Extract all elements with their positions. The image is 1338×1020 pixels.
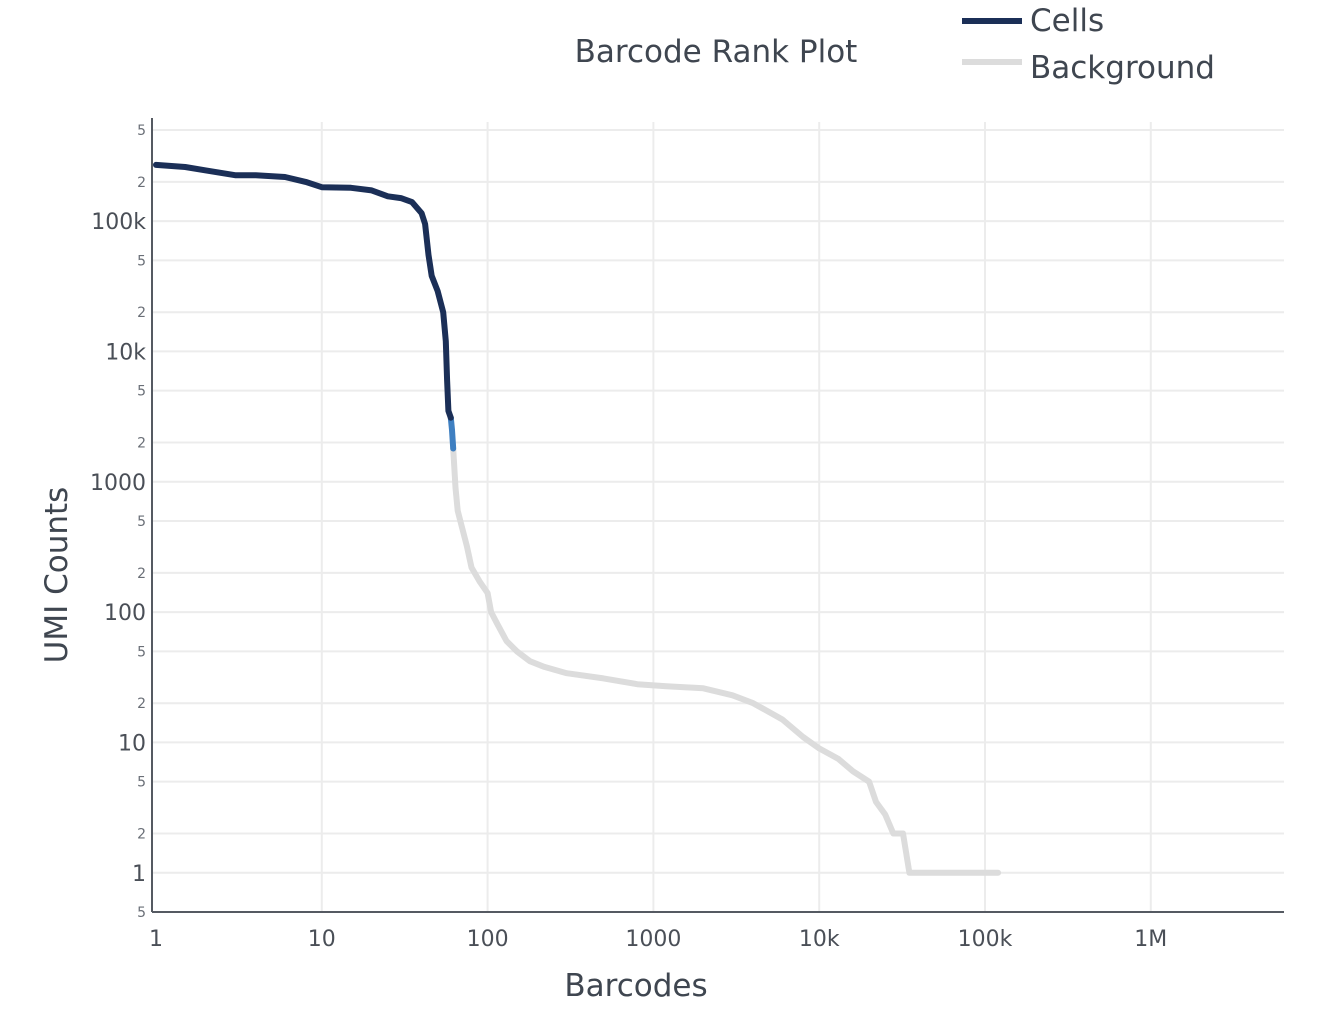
grid-lines (152, 122, 1284, 912)
y-minor-tick-label: 2 (137, 175, 146, 191)
y-minor-tick-label: 5 (137, 514, 146, 530)
y-minor-tick-label: 2 (137, 696, 146, 712)
y-minor-tick-label: 5 (137, 905, 146, 921)
chart-title: Barcode Rank Plot (575, 34, 858, 70)
x-tick-label: 10 (308, 927, 336, 952)
legend-label-background: Background (1030, 50, 1215, 86)
y-tick-label: 10 (118, 731, 146, 756)
y-minor-tick-label: 5 (137, 384, 146, 400)
x-tick-label: 1M (1134, 927, 1167, 952)
series-line-cells (153, 161, 454, 421)
series-layer (153, 161, 1002, 876)
series-line-background (450, 445, 1002, 876)
legend-label-cells: Cells (1030, 3, 1104, 39)
y-minor-tick-label: 2 (137, 566, 146, 582)
y-minor-tick-label: 2 (137, 436, 146, 452)
x-tick-label: 10k (799, 927, 840, 952)
x-tick-label: 100k (958, 927, 1013, 952)
y-minor-tick-label: 5 (137, 644, 146, 660)
y-tick-labels: 1 10 100 1000 10k 100k 5 2 5 2 5 2 5 2 5 2 5 2 5 (90, 123, 146, 921)
y-tick-label: 10k (105, 340, 146, 365)
x-tick-labels: 1 10 100 1000 10k 100k 1M (149, 927, 1167, 952)
legend: Cells Background (962, 3, 1215, 86)
x-axis-title: Barcodes (564, 968, 707, 1004)
y-minor-tick-label: 5 (137, 253, 146, 269)
y-tick-label: 1000 (90, 471, 146, 496)
y-minor-tick-label: 2 (137, 305, 146, 321)
y-tick-label: 100k (91, 210, 146, 235)
x-tick-label: 1 (149, 927, 163, 952)
y-tick-label: 1 (132, 862, 146, 887)
y-minor-tick-label: 5 (137, 775, 146, 791)
y-axis-title: UMI Counts (39, 487, 75, 664)
x-tick-label: 1000 (625, 927, 681, 952)
x-tick-label: 100 (467, 927, 509, 952)
series-line-transition (447, 414, 457, 452)
y-tick-label: 100 (104, 601, 146, 626)
y-minor-tick-label: 5 (137, 123, 146, 139)
y-minor-tick-label: 2 (137, 827, 146, 843)
axes (151, 118, 1284, 913)
